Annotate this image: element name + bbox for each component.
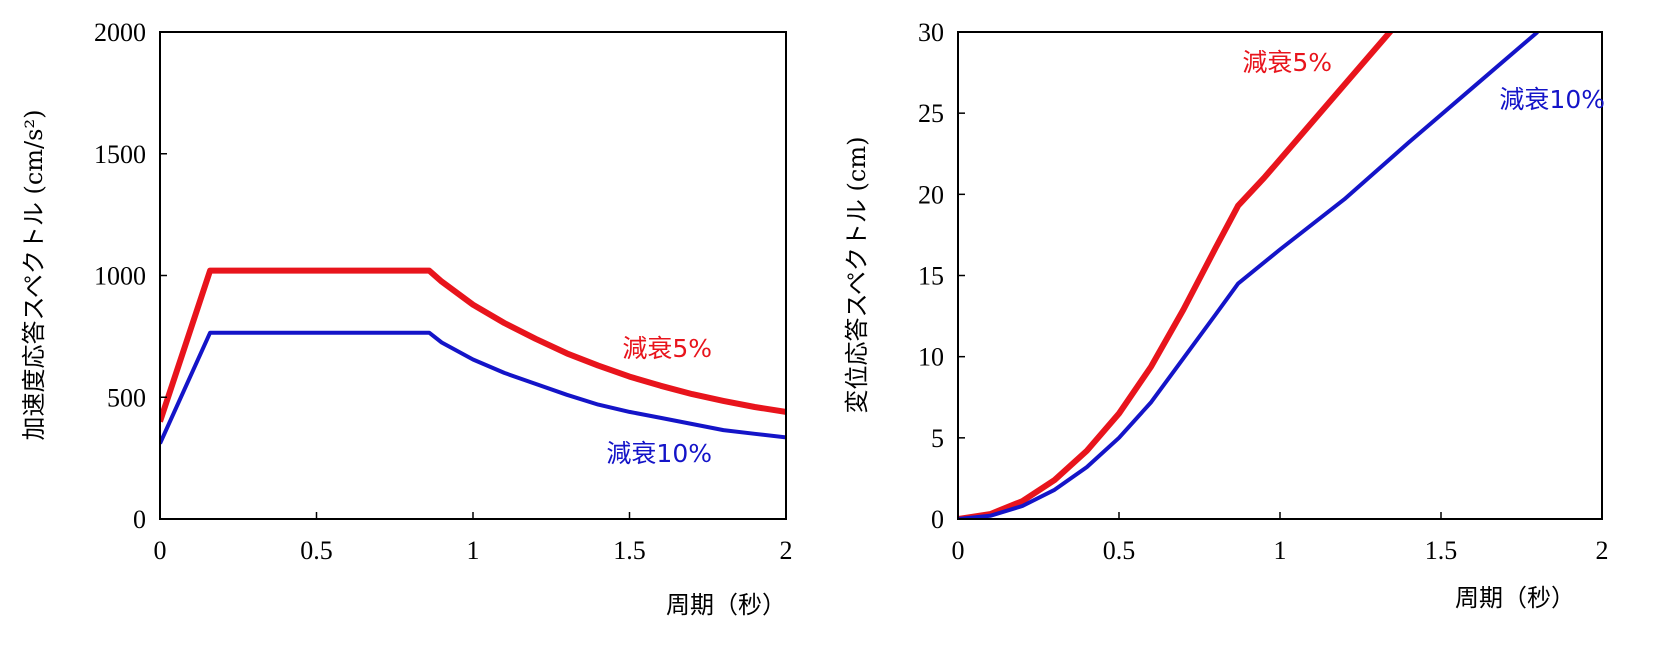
disp-x-tick-label: 1 <box>1274 536 1287 565</box>
disp-x-axis-title: 周期（秒） <box>1455 584 1575 612</box>
accel-x-tick-label: 1 <box>467 536 480 565</box>
accel-x-tick-label: 1.5 <box>613 536 646 565</box>
acceleration-spectrum-chart: 0 500 1000 1500 2000 0 0.5 1 1.5 2 加速度応答スペクトル (cm/… <box>20 18 793 619</box>
disp-y-tick-label: 15 <box>918 262 944 291</box>
disp-y-tick-label: 10 <box>918 343 944 372</box>
disp-x-tick-label: 1.5 <box>1425 536 1458 565</box>
disp-y-tick-label: 30 <box>918 18 944 47</box>
accel-x-tick-label: 0.5 <box>300 536 333 565</box>
disp-y-axis-title: 変位応答スペクトル (cm) <box>843 137 871 414</box>
accel-series-line-damping-10 <box>160 330 786 445</box>
accel-series-line-damping-5 <box>160 267 786 423</box>
disp-x-tick-label: 0 <box>952 536 965 565</box>
accel-y-tick-label: 500 <box>107 383 146 412</box>
disp-y-tick-label: 0 <box>931 505 944 534</box>
disp-y-tick-label: 20 <box>918 180 944 209</box>
disp-y-tick-label: 5 <box>931 424 944 453</box>
disp-x-tick-label: 2 <box>1596 536 1609 565</box>
accel-series-label-damping-5: 減衰5% <box>622 334 712 363</box>
accel-y-tick-label: 1000 <box>94 262 146 291</box>
disp-series-line-damping-5 <box>958 32 1394 519</box>
disp-y-tick-label: 25 <box>918 99 944 128</box>
accel-y-tick-label: 2000 <box>94 18 146 47</box>
displacement-spectrum-chart: 0 5 10 15 20 25 30 0 0.5 1 1.5 2 変位応答スペクトル (cm) 周期（秒）… <box>843 18 1609 612</box>
disp-x-tick-label: 0.5 <box>1103 536 1136 565</box>
accel-x-axis-title: 周期（秒） <box>666 591 786 619</box>
accel-y-axis-title: 加速度応答スペクトル (cm/s²) <box>20 110 48 441</box>
accel-x-tick-label: 0 <box>154 536 167 565</box>
accel-y-tick-label: 0 <box>133 505 146 534</box>
disp-series-label-damping-10: 減衰10% <box>1499 85 1605 114</box>
accel-x-tick-label: 2 <box>780 536 793 565</box>
accel-y-tick-label: 1500 <box>94 140 146 169</box>
accel-series-label-damping-10: 減衰10% <box>606 439 712 468</box>
disp-series-line-damping-10 <box>958 32 1539 519</box>
disp-series-label-damping-5: 減衰5% <box>1242 48 1332 77</box>
